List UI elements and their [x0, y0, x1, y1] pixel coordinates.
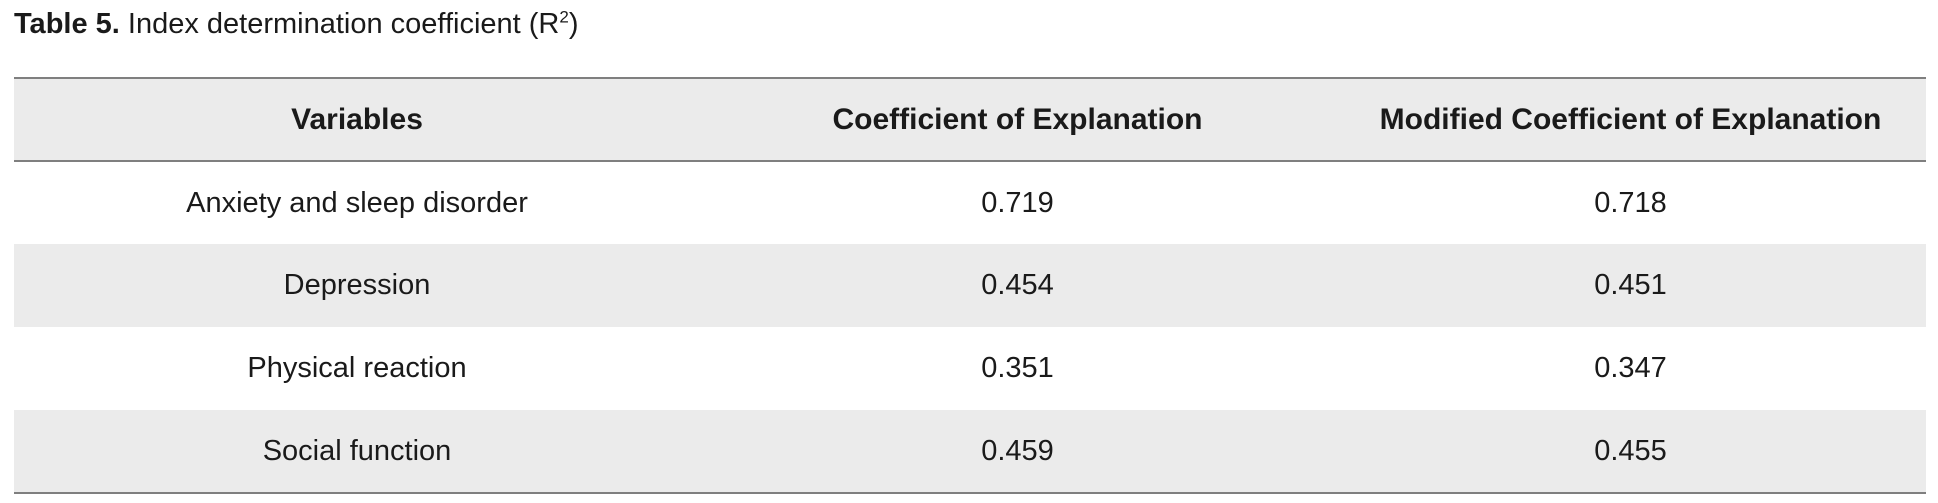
cell-modified-coefficient: 0.451 [1594, 269, 1667, 301]
table-row: Depression 0.454 0.451 [14, 244, 1926, 327]
header-variables: Variables [291, 102, 423, 136]
cell-coefficient: 0.459 [981, 434, 1054, 467]
cell-coefficient: 0.719 [981, 186, 1054, 219]
cell-variable: Depression [283, 269, 431, 301]
table-caption-suffix: ) [568, 8, 579, 40]
cell-coefficient: 0.351 [981, 352, 1054, 384]
header-modified-coefficient: Modified Coefficient of Explanation [1379, 102, 1882, 136]
table-row: Physical reaction 0.351 0.347 [14, 327, 1926, 410]
header-coefficient: Coefficient of Explanation [832, 102, 1203, 136]
table-caption-text: Index determination coefficient (R [119, 8, 560, 40]
cell-variable: Social function [262, 434, 452, 467]
table-row: Anxiety and sleep disorder 0.719 0.718 [14, 161, 1926, 244]
cell-coefficient: 0.454 [981, 269, 1054, 301]
table-caption-superscript: 2 [559, 7, 569, 27]
table-caption-label: Table 5. [14, 8, 120, 40]
cell-variable: Physical reaction [247, 352, 467, 384]
table-caption: Table 5. Index determination coefficient… [14, 4, 579, 44]
cell-modified-coefficient: 0.347 [1594, 352, 1667, 384]
coefficient-table: Variables Coefficient of Explanation Mod… [14, 77, 1926, 494]
table-container: Variables Coefficient of Explanation Mod… [14, 77, 1926, 494]
table-row: Social function 0.459 0.455 [14, 410, 1926, 493]
cell-variable: Anxiety and sleep disorder [186, 186, 528, 219]
cell-modified-coefficient: 0.718 [1594, 186, 1667, 219]
cell-modified-coefficient: 0.455 [1594, 434, 1667, 467]
table-header-row: Variables Coefficient of Explanation Mod… [14, 78, 1926, 161]
